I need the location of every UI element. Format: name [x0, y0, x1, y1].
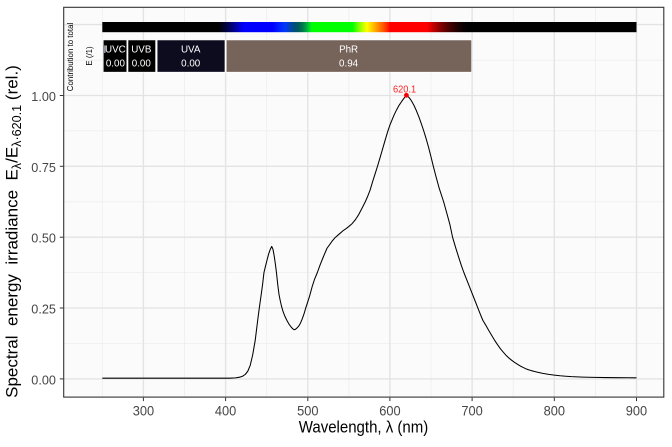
svg-text:300: 300 — [133, 403, 155, 418]
svg-text:Contribution to total: Contribution to total — [66, 23, 75, 92]
svg-text:620.1: 620.1 — [393, 84, 416, 95]
svg-text:700: 700 — [461, 403, 483, 418]
svg-text:0.00: 0.00 — [132, 58, 152, 69]
svg-text:Spectral energy irradiance: Spectral energy irradiance Eλ/Eλ·620.1 (… — [3, 65, 24, 398]
svg-text:0.00: 0.00 — [181, 58, 201, 69]
svg-text:UVA: UVA — [181, 45, 201, 56]
svg-text:0.25: 0.25 — [31, 302, 56, 317]
svg-text:800: 800 — [544, 403, 566, 418]
svg-text:900: 900 — [626, 403, 648, 418]
svg-text:UVB: UVB — [131, 45, 152, 56]
svg-text:1.00: 1.00 — [31, 89, 56, 104]
svg-text:E (/1): E (/1) — [85, 46, 94, 66]
svg-text:0.50: 0.50 — [31, 231, 56, 246]
svg-text:Wavelength, λ (nm): Wavelength, λ (nm) — [299, 417, 429, 436]
svg-text:0.94: 0.94 — [339, 58, 359, 69]
svg-text:0.00: 0.00 — [31, 372, 56, 387]
svg-text:UVC: UVC — [105, 45, 126, 56]
svg-text:PhR: PhR — [339, 45, 358, 56]
svg-text:500: 500 — [297, 403, 319, 418]
svg-text:600: 600 — [379, 403, 401, 418]
svg-text:0.00: 0.00 — [106, 58, 126, 69]
svg-text:400: 400 — [215, 403, 237, 418]
svg-text:0.75: 0.75 — [31, 160, 56, 175]
